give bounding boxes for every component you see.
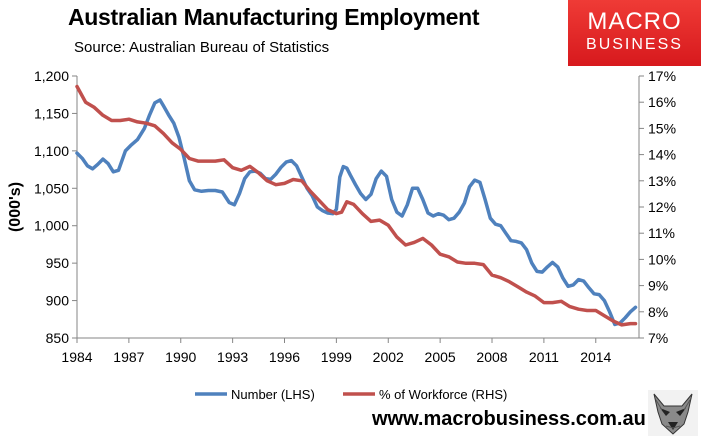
y-axis-label: (000's) <box>7 182 24 232</box>
y-right-tick-label: 10% <box>648 251 676 267</box>
y-right-tick-label: 13% <box>648 173 676 189</box>
macro-business-logo[interactable]: MACRO BUSINESS <box>568 0 701 66</box>
chart-subtitle: Source: Australian Bureau of Statistics <box>74 39 330 56</box>
legend-percent-workforce-rhs-label: % of Workforce (RHS) <box>379 387 507 402</box>
y-left-tick-label: 1,200 <box>34 68 69 84</box>
logo-line-2: BUSINESS <box>586 36 683 53</box>
y-right-tick-label: 14% <box>648 147 676 163</box>
y-right-tick-label: 7% <box>648 330 668 346</box>
y-left-tick-label: 1,150 <box>34 105 69 121</box>
y-right-tick-label: 9% <box>648 278 668 294</box>
chart-axes: 850 900 950 1,000 1,050 1,100 1,150 1,200 7% 8% 9%… <box>7 68 676 365</box>
y-left-tick-label: 1,100 <box>34 143 69 159</box>
x-tick-label: 1984 <box>61 349 92 365</box>
x-tick-label: 1996 <box>269 349 300 365</box>
chart-title: Australian Manufacturing Employment <box>68 4 480 30</box>
x-tick-label: 1987 <box>113 349 144 365</box>
y-right-tick-label: 12% <box>648 199 676 215</box>
series-layer <box>75 84 638 327</box>
y-right-tick-label: 8% <box>648 304 668 320</box>
x-tick-label: 1993 <box>217 349 248 365</box>
y-left-tick-label: 950 <box>46 255 70 271</box>
y-left-tick-label: 900 <box>46 293 70 309</box>
x-tick-label: 1990 <box>165 349 196 365</box>
wolf-head-icon <box>648 390 698 436</box>
legend-number-lhs-label: Number (LHS) <box>231 387 315 402</box>
x-tick-label: 2008 <box>476 349 507 365</box>
y-right-tick-label: 17% <box>648 68 676 84</box>
series-line-number-lhs <box>75 98 638 327</box>
website-link[interactable]: www.macrobusiness.com.au <box>372 408 646 430</box>
y-left-tick-label: 1,050 <box>34 180 69 196</box>
chart-legend: Number (LHS) % of Workforce (RHS) <box>195 387 507 402</box>
x-tick-label: 2011 <box>529 349 559 365</box>
x-tick-label: 2002 <box>373 349 404 365</box>
series-line-percent-workforce-rhs <box>75 84 638 327</box>
logo-line-1: MACRO <box>587 8 682 35</box>
x-tick-label: 1999 <box>321 349 352 365</box>
y-right-tick-label: 11% <box>648 225 675 241</box>
y-left-tick-label: 850 <box>46 330 70 346</box>
y-right-tick-label: 15% <box>648 120 676 136</box>
x-tick-label: 2005 <box>425 349 456 365</box>
x-tick-label: 2014 <box>580 349 611 365</box>
y-right-tick-label: 16% <box>648 94 676 110</box>
y-left-tick-label: 1,000 <box>34 218 69 234</box>
